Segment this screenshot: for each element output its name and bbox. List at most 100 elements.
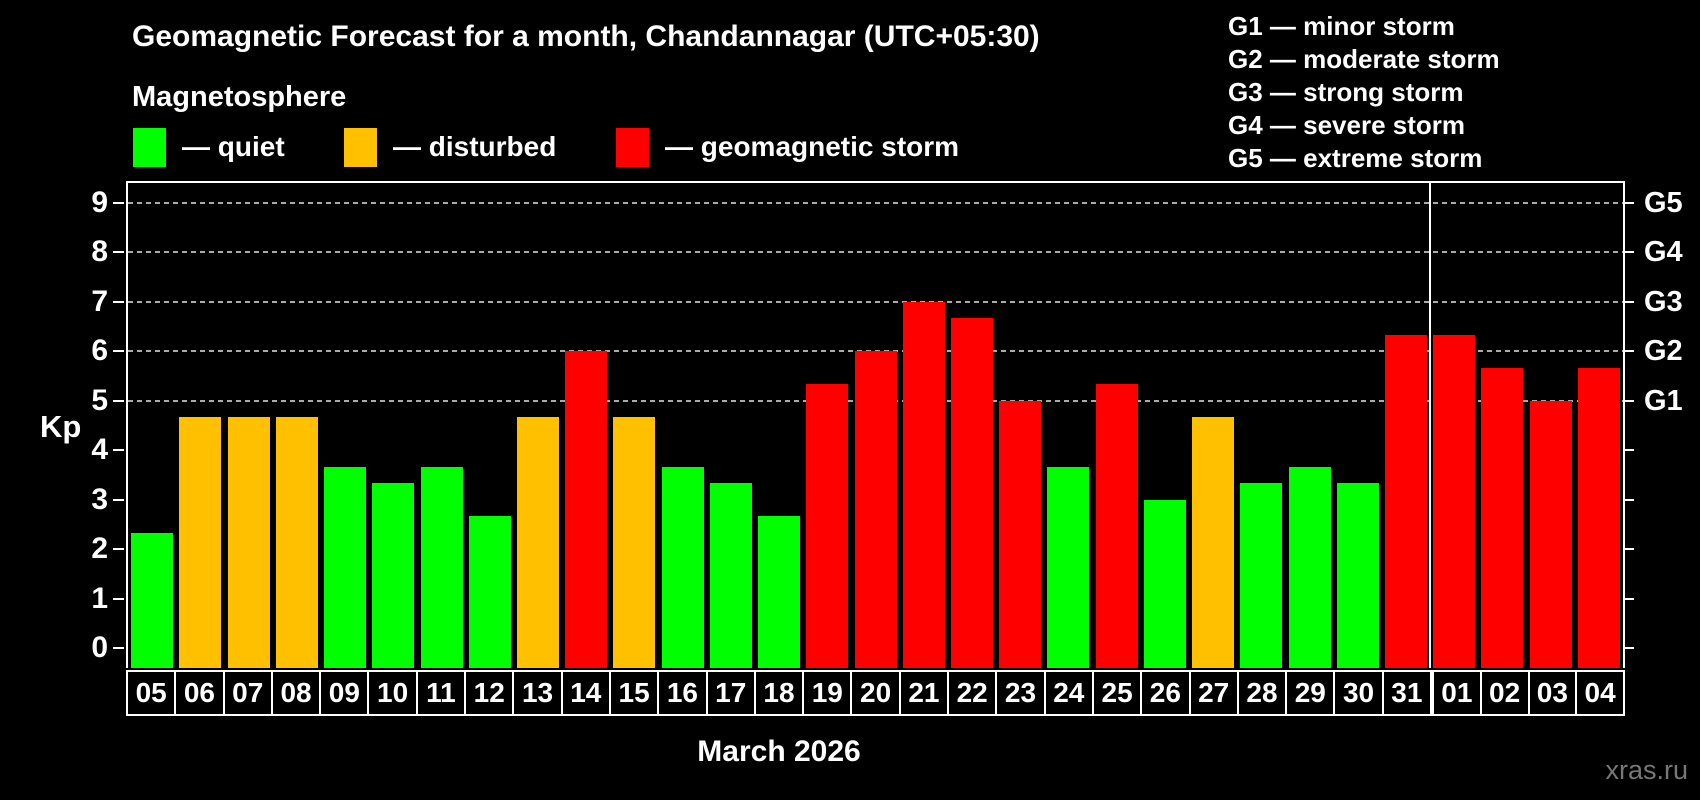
bar-day-24 — [1047, 466, 1090, 668]
legend-label: — quiet — [182, 131, 285, 162]
storm-color-swatch — [616, 127, 649, 167]
y-axis-label-6: 6 — [91, 334, 108, 368]
bar-day-28 — [1240, 483, 1283, 668]
bar-day-16 — [661, 466, 704, 668]
y-axis-tick-1 — [113, 597, 124, 600]
legend-item-disturbed: — disturbed — [344, 127, 556, 167]
plot-area — [126, 181, 1625, 668]
bar-day-29 — [1288, 466, 1331, 668]
legend-label: — disturbed — [393, 131, 557, 162]
bar-day-07 — [227, 417, 270, 668]
bar-day-10 — [372, 483, 415, 668]
day-label-14: 14 — [560, 670, 611, 716]
storm-legend-line-g3: G3 — strong storm — [1228, 77, 1464, 107]
day-label-31: 31 — [1381, 670, 1433, 716]
day-label-19: 19 — [802, 670, 853, 716]
bar-day-03 — [1529, 400, 1572, 668]
y-axis-label-4: 4 — [91, 433, 108, 467]
day-label-20: 20 — [850, 670, 901, 716]
day-label-10: 10 — [367, 670, 418, 716]
day-label-13: 13 — [512, 670, 563, 716]
day-label-24: 24 — [1043, 670, 1094, 716]
day-label-21: 21 — [898, 670, 950, 716]
day-label-23: 23 — [995, 670, 1046, 716]
bar-day-02 — [1481, 367, 1524, 668]
day-label-15: 15 — [608, 670, 660, 716]
right-axis-label-g3: G3 — [1644, 285, 1683, 318]
storm-legend-line-g2: G2 — moderate storm — [1228, 44, 1500, 74]
y-axis-tick-3 — [113, 498, 124, 501]
day-label-17: 17 — [705, 670, 756, 716]
day-label-05: 05 — [126, 670, 177, 716]
bar-day-26 — [1143, 499, 1186, 668]
y-axis-label-3: 3 — [91, 482, 108, 516]
right-axis-label-g1: G1 — [1644, 384, 1683, 417]
day-label-07: 07 — [222, 670, 273, 716]
right-axis-tick-1 — [1623, 597, 1634, 600]
day-label-02: 02 — [1479, 670, 1530, 716]
right-axis-tick-2 — [1623, 548, 1634, 551]
right-axis-tick-8 — [1623, 251, 1634, 254]
bar-day-04 — [1577, 367, 1620, 668]
right-axis-tick-3 — [1623, 498, 1634, 501]
day-label-08: 08 — [270, 670, 322, 716]
day-label-04: 04 — [1575, 670, 1625, 716]
day-label-28: 28 — [1236, 670, 1288, 716]
bar-day-20 — [854, 351, 897, 668]
gridline-kp-8 — [128, 251, 1623, 254]
chart-subtitle: Magnetosphere — [132, 81, 347, 113]
day-label-16: 16 — [657, 670, 708, 716]
legend-item-storm: — geomagnetic storm — [616, 127, 959, 167]
right-axis-tick-0 — [1623, 647, 1634, 650]
y-axis-label-0: 0 — [91, 631, 108, 665]
y-axis-tick-4 — [113, 449, 124, 452]
bar-day-06 — [179, 417, 222, 668]
bar-day-05 — [131, 532, 174, 668]
y-axis-tick-8 — [113, 251, 124, 254]
bar-day-12 — [468, 516, 511, 668]
day-label-29: 29 — [1285, 670, 1336, 716]
day-label-09: 09 — [319, 670, 370, 716]
y-axis-title: Kp — [40, 409, 82, 444]
storm-legend-line-g5: G5 — extreme storm — [1228, 143, 1483, 173]
y-axis-tick-9 — [113, 201, 124, 204]
day-label-03: 03 — [1527, 670, 1578, 716]
bar-day-15 — [613, 417, 656, 668]
bar-day-08 — [275, 417, 318, 668]
bar-day-19 — [806, 384, 849, 668]
y-axis-label-2: 2 — [91, 532, 108, 566]
bar-day-13 — [516, 417, 559, 668]
bar-day-25 — [1095, 384, 1138, 668]
day-label-30: 30 — [1333, 670, 1384, 716]
y-axis-label-7: 7 — [91, 284, 108, 318]
legend-label: — geomagnetic storm — [665, 131, 960, 162]
right-axis-tick-7 — [1623, 300, 1634, 303]
gridline-kp-9 — [128, 201, 1623, 204]
bar-day-01 — [1433, 334, 1476, 668]
y-axis-tick-7 — [113, 300, 124, 303]
bar-day-27 — [1192, 417, 1235, 668]
y-axis-tick-0 — [113, 647, 124, 650]
x-axis-day-row-march: 05 06 07 08 09 10 11 12 13 14 15 16 17 18 19 20 21 22 23 24… — [126, 670, 1433, 716]
day-label-27: 27 — [1188, 670, 1239, 716]
day-label-25: 25 — [1091, 670, 1143, 716]
chart-title: Geomagnetic Forecast for a month, Chanda… — [132, 20, 1040, 53]
day-label-22: 22 — [947, 670, 998, 716]
bar-day-18 — [758, 516, 800, 668]
bar-day-09 — [324, 466, 366, 668]
storm-legend-line-g4: G4 — severe storm — [1228, 110, 1466, 140]
y-axis-tick-5 — [113, 399, 124, 402]
day-label-06: 06 — [174, 670, 225, 716]
x-axis-title: March 2026 — [697, 735, 861, 768]
right-axis-label-g4: G4 — [1644, 236, 1683, 269]
day-label-26: 26 — [1140, 670, 1191, 716]
quiet-color-swatch — [133, 127, 166, 167]
bar-day-22 — [951, 318, 993, 668]
gridline-kp-7 — [128, 300, 1623, 303]
bar-day-11 — [420, 466, 463, 668]
right-axis-label-g2: G2 — [1644, 335, 1683, 368]
y-axis-tick-6 — [113, 350, 124, 353]
y-axis-label-1: 1 — [91, 581, 108, 615]
right-axis-label-g5: G5 — [1644, 186, 1683, 219]
day-label-12: 12 — [464, 670, 515, 716]
